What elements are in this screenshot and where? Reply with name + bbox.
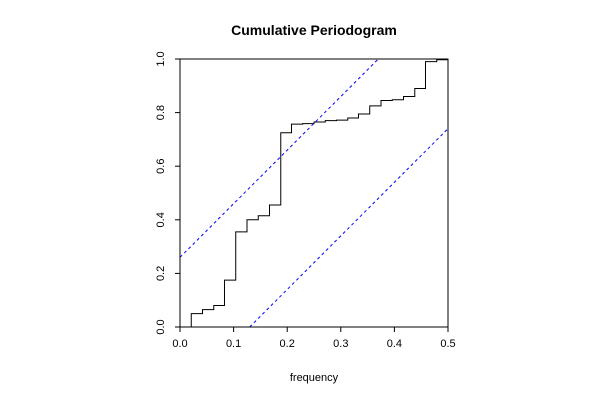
y-tick-label: 0.2 xyxy=(155,266,167,281)
x-tick-label: 0.2 xyxy=(280,338,295,350)
lower-confidence-band xyxy=(249,128,448,327)
x-tick-label: 0.1 xyxy=(226,338,241,350)
series-layer xyxy=(180,59,448,327)
chart-title: Cumulative Periodogram xyxy=(231,22,397,38)
x-tick-label: 0.5 xyxy=(440,338,455,350)
upper-confidence-band xyxy=(180,59,379,258)
x-tick-label: 0.3 xyxy=(333,338,348,350)
plot-frame xyxy=(179,58,449,328)
x-axis: 0.0 0.1 0.2 0.3 0.4 0.5 xyxy=(172,327,456,350)
y-tick-label: 1.0 xyxy=(155,51,167,66)
x-tick-label: 0.4 xyxy=(387,338,402,350)
x-tick-label: 0.0 xyxy=(172,338,187,350)
y-tick-label: 0.0 xyxy=(155,319,167,334)
cumulative-periodogram-line xyxy=(180,59,448,327)
y-tick-label: 0.8 xyxy=(155,105,167,120)
y-tick-label: 0.4 xyxy=(155,212,167,227)
x-axis-label: frequency xyxy=(290,372,339,384)
y-axis: 0.0 0.2 0.4 0.6 0.8 1.0 xyxy=(155,51,180,335)
y-tick-label: 0.6 xyxy=(155,159,167,174)
